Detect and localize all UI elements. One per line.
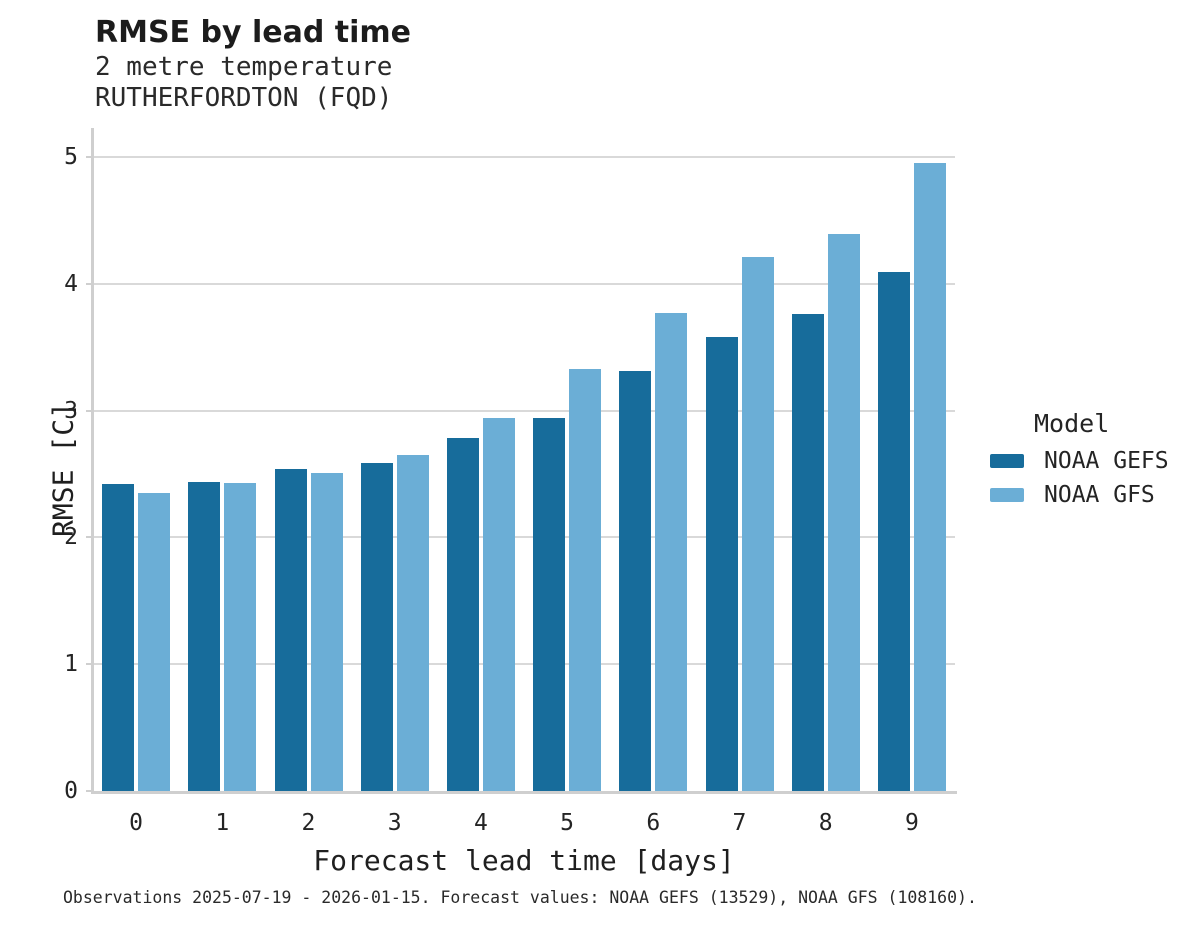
gridline-y-1 xyxy=(93,663,955,666)
chart-subtitle-variable: 2 metre temperature xyxy=(95,52,393,82)
bar-noaa-gefs-lead-7 xyxy=(705,337,738,791)
bar-noaa-gfs-lead-0 xyxy=(138,493,171,791)
legend-swatch-noaa-gfs xyxy=(990,488,1024,502)
bar-noaa-gefs-lead-1 xyxy=(188,481,221,791)
y-tick-mark-3 xyxy=(86,409,93,412)
bar-noaa-gfs-lead-1 xyxy=(224,482,257,791)
bar-noaa-gefs-lead-5 xyxy=(533,418,566,791)
x-axis-line xyxy=(91,791,957,794)
y-tick-mark-2 xyxy=(86,536,93,539)
bar-noaa-gefs-lead-6 xyxy=(619,371,652,791)
gridline-y-4 xyxy=(93,282,955,285)
legend-entries: NOAA GEFS NOAA GFS xyxy=(990,448,1169,508)
legend-title: Model xyxy=(1034,409,1110,438)
y-axis-line xyxy=(91,128,94,794)
bar-noaa-gefs-lead-4 xyxy=(446,438,479,791)
y-tick-label-5: 5 xyxy=(64,144,78,170)
y-tick-mark-5 xyxy=(86,156,93,158)
x-tick-label-6: 6 xyxy=(646,810,661,836)
legend-label-noaa-gefs: NOAA GEFS xyxy=(1044,448,1169,474)
x-tick-label-2: 2 xyxy=(301,810,316,836)
gridline-y-2 xyxy=(93,536,955,539)
gridline-y-5 xyxy=(93,156,955,158)
x-tick-label-8: 8 xyxy=(818,810,833,836)
x-tick-label-0: 0 xyxy=(129,810,144,836)
chart-subtitle-station: RUTHERFORDTON (FQD) xyxy=(95,83,393,113)
y-tick-label-0: 0 xyxy=(64,778,78,804)
y-tick-label-4: 4 xyxy=(64,270,78,297)
x-tick-label-7: 7 xyxy=(732,810,747,836)
x-tick-label-9: 9 xyxy=(904,810,919,836)
legend-entry-noaa-gfs: NOAA GFS xyxy=(990,482,1169,508)
y-tick-label-3: 3 xyxy=(64,397,78,424)
y-tick-mark-1 xyxy=(86,663,93,666)
title-block: RMSE by lead time 2 metre temperature RU… xyxy=(95,14,411,114)
bar-noaa-gfs-lead-4 xyxy=(482,418,515,791)
bar-noaa-gfs-lead-2 xyxy=(310,472,343,791)
legend: Model NOAA GEFS NOAA GFS xyxy=(990,408,1169,516)
bar-noaa-gfs-lead-5 xyxy=(569,368,602,791)
y-tick-mark-4 xyxy=(86,282,93,285)
bar-noaa-gfs-lead-9 xyxy=(913,163,946,791)
bar-noaa-gfs-lead-6 xyxy=(655,312,688,791)
bar-noaa-gefs-lead-9 xyxy=(877,272,910,791)
x-tick-label-5: 5 xyxy=(560,810,575,836)
legend-swatch-noaa-gefs xyxy=(990,454,1024,468)
bar-noaa-gefs-lead-3 xyxy=(360,462,393,791)
y-tick-label-2: 2 xyxy=(64,524,78,551)
bar-noaa-gefs-lead-8 xyxy=(791,314,824,791)
legend-label-noaa-gfs: NOAA GFS xyxy=(1044,482,1155,508)
bar-noaa-gfs-lead-7 xyxy=(741,257,774,791)
y-tick-mark-0 xyxy=(86,790,93,792)
x-tick-label-4: 4 xyxy=(473,810,488,836)
legend-entry-noaa-gefs: NOAA GEFS xyxy=(990,448,1169,474)
caption: Observations 2025-07-19 - 2026-01-15. Fo… xyxy=(63,888,977,907)
x-tick-label-3: 3 xyxy=(387,810,402,836)
y-tick-label-1: 1 xyxy=(64,651,78,678)
x-axis-title: Forecast lead time [days] xyxy=(313,844,735,877)
x-tick-label-1: 1 xyxy=(215,810,230,836)
chart-title: RMSE by lead time xyxy=(95,15,411,50)
bar-noaa-gefs-lead-0 xyxy=(102,484,135,791)
bar-noaa-gefs-lead-2 xyxy=(274,468,307,791)
bar-noaa-gfs-lead-8 xyxy=(827,234,860,791)
bar-noaa-gfs-lead-3 xyxy=(396,454,429,791)
gridline-y-3 xyxy=(93,409,955,412)
